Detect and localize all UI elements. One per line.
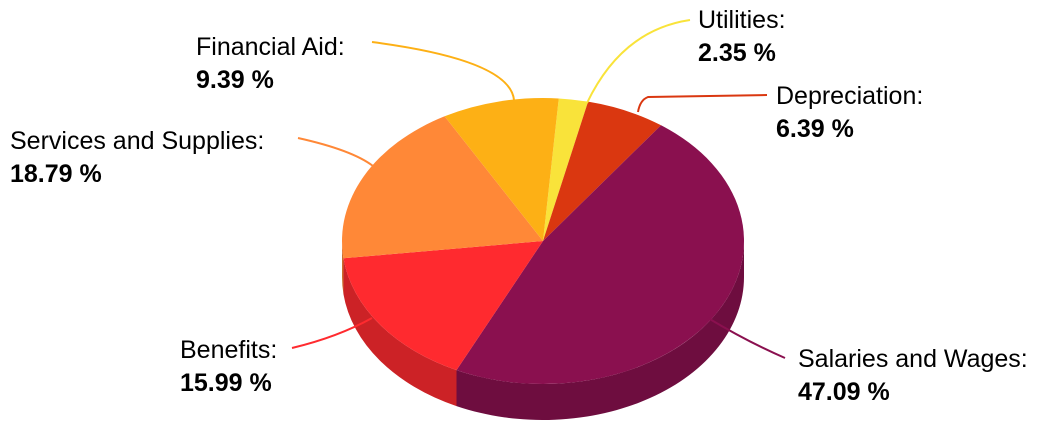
benefits-value: 15.99 % bbox=[180, 369, 272, 397]
leader-line-utilities bbox=[586, 19, 691, 104]
salaries-and-wages-value: 47.09 % bbox=[798, 378, 890, 406]
pie-slice-depreciation bbox=[543, 101, 662, 241]
slice-label-benefits: Benefits: 15.99 % bbox=[180, 336, 277, 397]
services-and-supplies-label: Services and Supplies: bbox=[10, 127, 264, 155]
benefits-label: Benefits: bbox=[180, 336, 277, 364]
pie-top-faces bbox=[342, 97, 745, 385]
leader-line-financial-aid bbox=[371, 41, 515, 101]
salaries-and-wages-label: Salaries and Wages: bbox=[798, 345, 1028, 373]
pie-side-services-and-supplies bbox=[342, 241, 344, 295]
depreciation-label: Depreciation: bbox=[776, 82, 923, 110]
leader-line-depreciation bbox=[637, 94, 768, 113]
slice-label-salaries-and-wages: Salaries and Wages: 47.09 % bbox=[798, 345, 1028, 406]
services-and-supplies-value: 18.79 % bbox=[10, 160, 102, 188]
pie-slice-financial-aid bbox=[444, 97, 559, 241]
depreciation-value: 6.39 % bbox=[776, 115, 854, 143]
utilities-label: Utilities: bbox=[698, 6, 786, 34]
pie-side-walls bbox=[342, 241, 744, 421]
leader-line-services-and-supplies bbox=[297, 137, 374, 167]
leader-line-salaries-and-wages bbox=[707, 317, 786, 359]
leader-line-benefits bbox=[291, 317, 373, 349]
slice-label-utilities: Utilities: 2.35 % bbox=[698, 6, 786, 67]
pie-side-benefits bbox=[343, 258, 457, 407]
label-leader-lines bbox=[291, 19, 786, 359]
slice-label-financial-aid: Financial Aid: 9.39 % bbox=[196, 33, 345, 94]
financial-aid-label: Financial Aid: bbox=[196, 33, 345, 61]
financial-aid-value: 9.39 % bbox=[196, 66, 274, 94]
pie-slice-salaries-and-wages bbox=[456, 125, 745, 385]
utilities-value: 2.35 % bbox=[698, 39, 776, 67]
pie-slice-benefits bbox=[343, 241, 543, 371]
slice-label-services-and-supplies: Services and Supplies: 18.79 % bbox=[10, 127, 264, 188]
pie-slice-utilities bbox=[543, 98, 589, 241]
pie-slice-services-and-supplies bbox=[342, 116, 543, 259]
slice-label-depreciation: Depreciation: 6.39 % bbox=[776, 82, 923, 143]
pie-side-salaries-and-wages bbox=[456, 241, 744, 421]
